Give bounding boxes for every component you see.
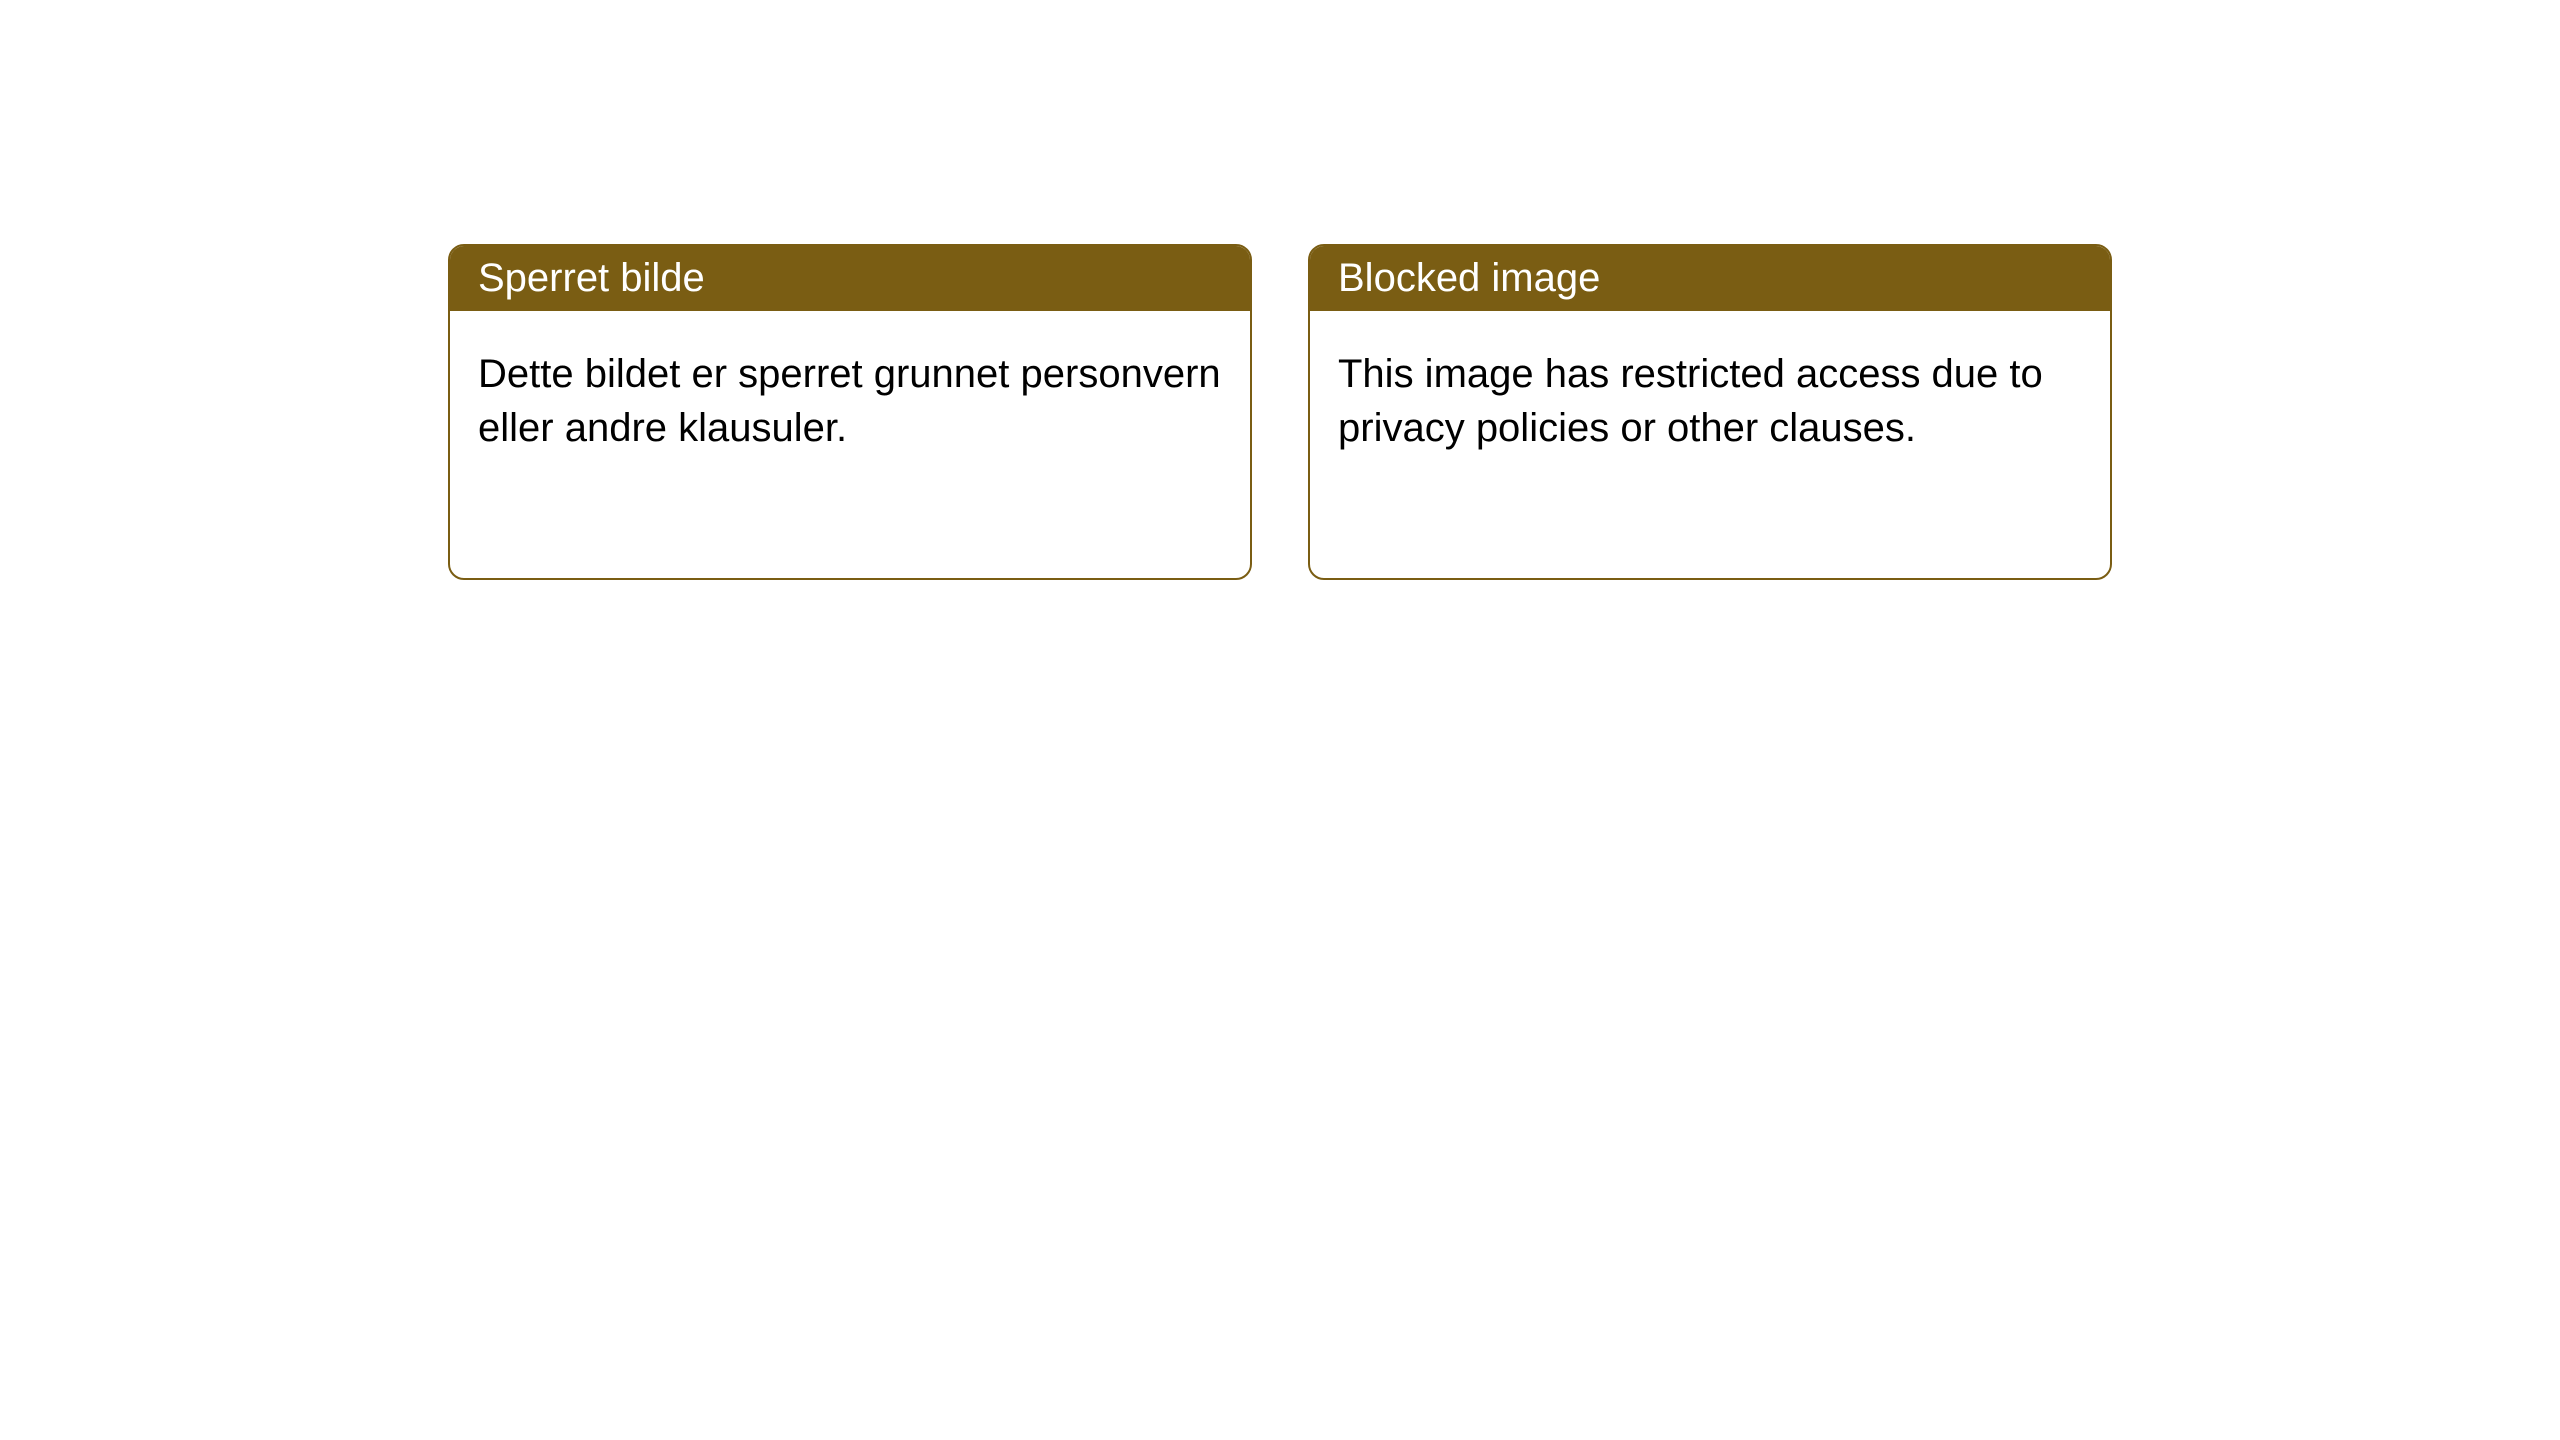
- card-body-text: Dette bildet er sperret grunnet personve…: [478, 352, 1221, 450]
- card-body: This image has restricted access due to …: [1310, 311, 2110, 491]
- card-body: Dette bildet er sperret grunnet personve…: [450, 311, 1250, 491]
- card-title: Sperret bilde: [478, 256, 705, 300]
- card-title: Blocked image: [1338, 256, 1600, 300]
- card-header: Blocked image: [1310, 246, 2110, 311]
- info-card-norwegian: Sperret bilde Dette bildet er sperret gr…: [448, 244, 1252, 580]
- info-card-english: Blocked image This image has restricted …: [1308, 244, 2112, 580]
- card-body-text: This image has restricted access due to …: [1338, 352, 2043, 450]
- info-cards-container: Sperret bilde Dette bildet er sperret gr…: [448, 244, 2112, 580]
- card-header: Sperret bilde: [450, 246, 1250, 311]
